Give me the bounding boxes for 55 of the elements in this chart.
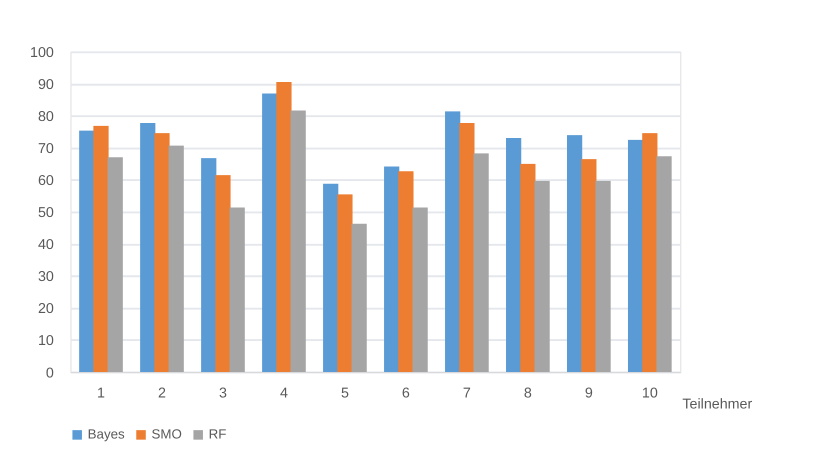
- bar: [520, 164, 536, 372]
- x-tick-label: 4: [280, 385, 288, 402]
- bar: [215, 175, 231, 372]
- bar: [581, 159, 596, 372]
- bar: [230, 207, 245, 372]
- bar: [642, 133, 658, 372]
- x-tick-label: 1: [97, 385, 106, 402]
- legend-label: RF: [208, 426, 226, 442]
- x-tick-label: 10: [642, 385, 658, 402]
- y-tick-label: 20: [38, 301, 54, 318]
- y-tick-label: 100: [30, 45, 54, 62]
- bar: [628, 140, 644, 372]
- y-tick-label: 40: [38, 237, 54, 254]
- x-axis-title: Teilnehmer: [682, 396, 752, 413]
- bar: [168, 146, 184, 372]
- bar: [595, 180, 611, 372]
- bar: [506, 138, 522, 372]
- bar: [154, 133, 170, 372]
- bar: [398, 171, 414, 372]
- bar: [262, 93, 278, 372]
- y-tick-label: 80: [38, 109, 54, 126]
- y-tick-label: 70: [38, 141, 54, 158]
- y-tick-label: 90: [38, 77, 54, 94]
- bar: [93, 126, 109, 372]
- bar: [323, 184, 338, 372]
- bar: [384, 166, 400, 372]
- bar: [352, 224, 367, 372]
- bar: [201, 158, 216, 372]
- bar: [459, 122, 475, 372]
- legend-label: SMO: [152, 426, 182, 442]
- y-tick-label: 30: [38, 269, 54, 286]
- y-tick-label: 0: [46, 365, 54, 382]
- bar: [534, 180, 550, 372]
- bar: [445, 111, 460, 372]
- bar: [140, 122, 156, 372]
- x-tick-label: 6: [402, 385, 410, 402]
- x-tick-label: 7: [462, 385, 471, 402]
- x-tick-label: 8: [524, 385, 532, 402]
- bar: [276, 82, 292, 372]
- bar: [337, 194, 353, 372]
- x-tick-label: 3: [218, 385, 227, 402]
- y-tick-label: 10: [38, 333, 54, 350]
- bar: [473, 153, 489, 372]
- y-tick-label: 60: [38, 173, 54, 190]
- bar: [108, 157, 123, 372]
- bar: [79, 130, 94, 372]
- x-tick-label: 2: [158, 385, 166, 402]
- x-tick-label: 9: [584, 385, 593, 402]
- bar: [656, 156, 672, 372]
- legend-label: Bayes: [88, 426, 126, 442]
- bar: [566, 135, 582, 372]
- bar: [412, 207, 428, 372]
- x-tick-label: 5: [340, 385, 349, 402]
- y-tick-label: 50: [38, 205, 54, 222]
- bar: [290, 110, 306, 372]
